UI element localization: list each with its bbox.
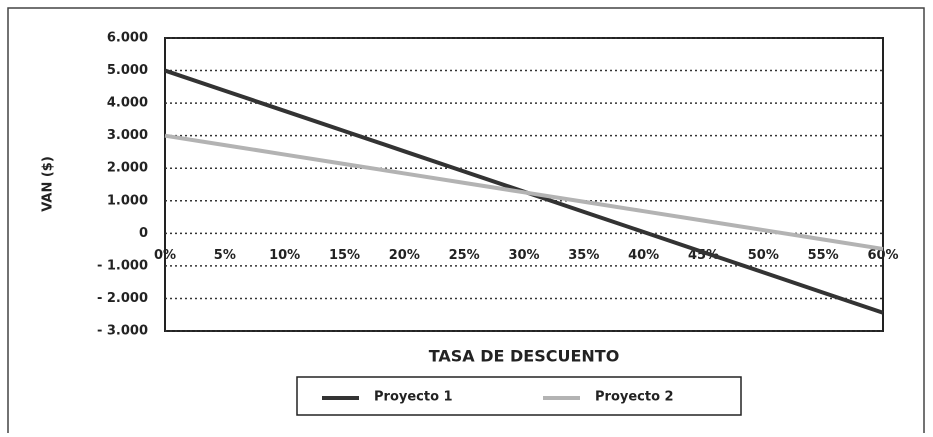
y-axis-label: VAN ($) xyxy=(41,156,56,212)
x-tick-label: 15% xyxy=(329,248,360,263)
x-tick-label: 20% xyxy=(389,248,420,263)
x-tick-label: 60% xyxy=(867,248,898,263)
y-tick-label: - 2.000 xyxy=(97,291,148,306)
frame xyxy=(7,7,925,437)
y-tick-label: 6.000 xyxy=(107,31,148,46)
x-tick-label: 5% xyxy=(214,248,236,263)
x-tick-label: 40% xyxy=(628,248,659,263)
legend-box xyxy=(296,376,742,416)
y-tick-label: 3.000 xyxy=(107,128,148,143)
y-tick-label: 4.000 xyxy=(107,96,148,111)
y-tick-label: 0 xyxy=(139,226,148,241)
line-series xyxy=(164,133,884,251)
x-tick-label: 30% xyxy=(508,248,539,263)
y-tick-label: - 3.000 xyxy=(97,324,148,339)
plot-area xyxy=(164,37,884,332)
x-axis-label: TASA DE DESCUENTO xyxy=(429,347,620,366)
x-tick-label: 0% xyxy=(154,248,176,263)
x-tick-label: 25% xyxy=(449,248,480,263)
x-tick-label: 55% xyxy=(808,248,839,263)
x-tick-label: 50% xyxy=(748,248,779,263)
y-tick-label: - 1.000 xyxy=(97,258,148,273)
y-tick-label: 2.000 xyxy=(107,161,148,176)
x-tick-label: 10% xyxy=(269,248,300,263)
x-tick-label: 35% xyxy=(568,248,599,263)
legend-label: Proyecto 2 xyxy=(595,390,674,405)
legend-label: Proyecto 1 xyxy=(374,390,453,405)
y-tick-label: 5.000 xyxy=(107,63,148,78)
y-tick-label: 1.000 xyxy=(107,193,148,208)
